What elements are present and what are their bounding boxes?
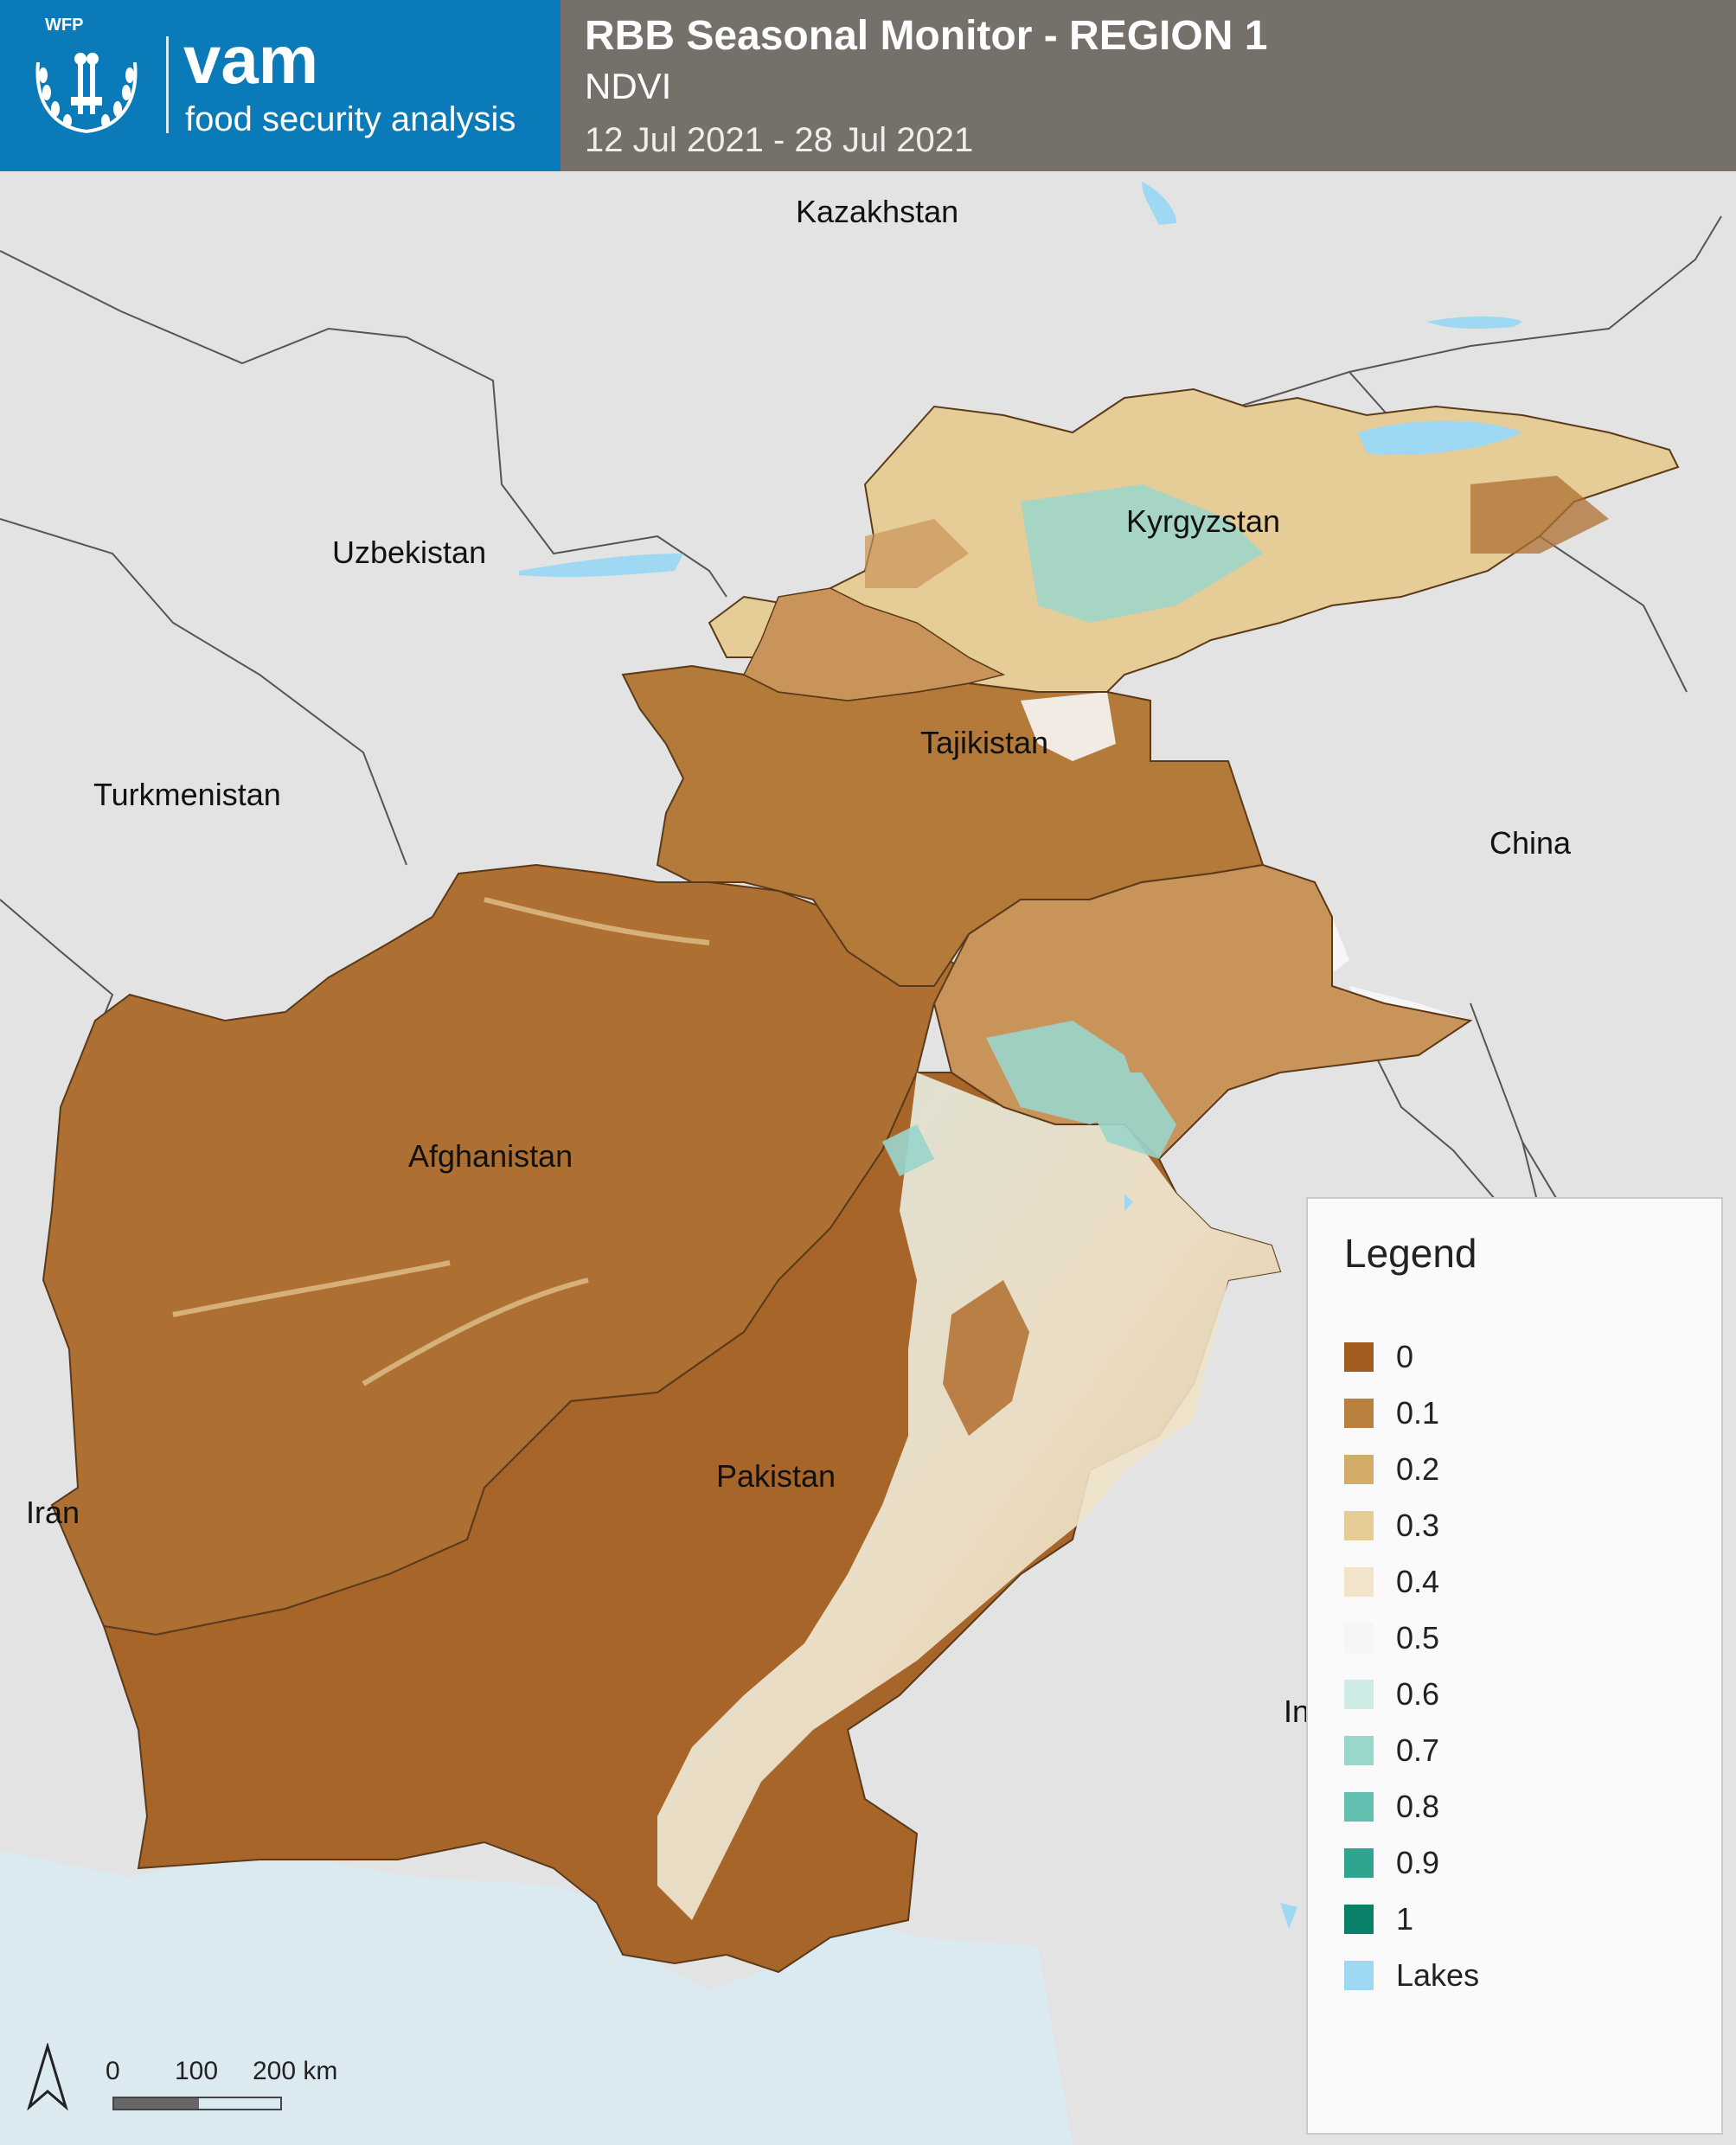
legend-item: 0.7 [1344, 1722, 1479, 1778]
legend-item: 0.8 [1344, 1778, 1479, 1834]
label-uzbekistan: Uzbekistan [332, 535, 487, 570]
legend-swatch [1344, 1735, 1374, 1765]
scale-label-200: 200 km [253, 2057, 338, 2085]
legend-item: 1 [1344, 1891, 1479, 1947]
date-range: 12 Jul 2021 - 28 Jul 2021 [585, 121, 974, 159]
map-title: RBB Seasonal Monitor - REGION 1 [585, 13, 1268, 59]
label-tajikistan: Tajikistan [920, 725, 1049, 760]
label-pakistan: Pakistan [716, 1458, 836, 1494]
map-canvas[interactable]: Kazakhstan Uzbekistan Kyrgyzstan Tajikis… [0, 171, 1736, 2145]
legend-item: 0.2 [1344, 1441, 1479, 1497]
legend-item: 0.5 [1344, 1610, 1479, 1666]
scale-label-0: 0 [106, 2057, 120, 2085]
logo-divider [166, 36, 169, 133]
legend-label: 1 [1396, 1900, 1414, 1937]
legend-label: 0.3 [1396, 1507, 1440, 1543]
legend-swatch [1344, 1679, 1374, 1709]
legend-label: 0.6 [1396, 1675, 1440, 1712]
label-turkmenistan: Turkmenistan [93, 777, 281, 812]
legend-title: Legend [1344, 1231, 1477, 1276]
label-kyrgyzstan: Kyrgyzstan [1126, 503, 1281, 539]
legend-label: 0.4 [1396, 1563, 1440, 1599]
vam-wordmark: vam [183, 22, 319, 98]
legend-swatch [1344, 1960, 1374, 1990]
arabian-sea [0, 1851, 1073, 2145]
legend-label: 0.8 [1396, 1788, 1440, 1824]
legend-item: 0 [1344, 1329, 1479, 1385]
map-svg [0, 182, 1722, 2145]
map-subtitle: NDVI [585, 66, 672, 106]
legend-items: 0 0.1 0.2 0.3 0.4 0.5 0.6 0.7 0.8 0.9 1 Lakes [1344, 1329, 1479, 2003]
wfp-tag: WFP [45, 16, 84, 35]
legend-swatch [1344, 1566, 1374, 1597]
legend-label: Lakes [1396, 1956, 1480, 1993]
indus-vegetation [657, 1072, 1280, 1920]
un-wreath-icon [35, 53, 138, 133]
map-header: WFP vam food security analysis RBB Seaso… [0, 0, 1736, 171]
legend-swatch [1344, 1623, 1374, 1653]
legend-swatch [1344, 1510, 1374, 1540]
north-arrow-icon [27, 2043, 68, 2111]
legend-swatch [1344, 1847, 1374, 1878]
map-legend: Legend 0 0.1 0.2 0.3 0.4 0.5 0.6 0.7 0.8 0.9 1 Lake… [1306, 1197, 1723, 2135]
legend-swatch [1344, 1398, 1374, 1428]
legend-label: 0.5 [1396, 1619, 1440, 1655]
label-afghanistan: Afghanistan [408, 1138, 573, 1174]
legend-item: 0.9 [1344, 1834, 1479, 1891]
wfp-vam-logo: WFP vam food security analysis [0, 0, 561, 171]
legend-label: 0.2 [1396, 1450, 1440, 1487]
legend-swatch [1344, 1454, 1374, 1484]
title-panel [561, 0, 1736, 171]
legend-label: 0.1 [1396, 1394, 1440, 1431]
legend-swatch [1344, 1904, 1374, 1934]
legend-swatch [1344, 1791, 1374, 1822]
label-kazakhstan: Kazakhstan [796, 194, 959, 229]
legend-item: 0.4 [1344, 1553, 1479, 1610]
legend-item: 0.3 [1344, 1497, 1479, 1553]
label-iran: Iran [26, 1495, 80, 1530]
legend-label: 0.9 [1396, 1844, 1440, 1880]
legend-item: 0.6 [1344, 1666, 1479, 1722]
legend-item: 0.1 [1344, 1385, 1479, 1441]
legend-label: 0 [1396, 1338, 1414, 1374]
label-china: China [1489, 825, 1572, 861]
legend-swatch [1344, 1341, 1374, 1372]
legend-label: 0.7 [1396, 1732, 1440, 1768]
vam-subtext: food security analysis [185, 100, 516, 138]
legend-item: Lakes [1344, 1947, 1479, 2003]
scale-bar [112, 2097, 282, 2110]
scale-label-100: 100 [175, 2057, 219, 2085]
